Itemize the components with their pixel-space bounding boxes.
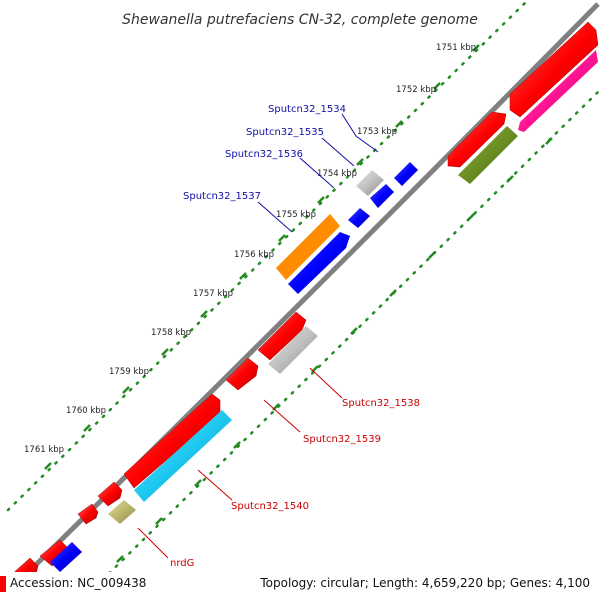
feature-pink[interactable] (518, 50, 598, 132)
ruler-ticks-outer (44, 44, 480, 470)
accession-text: Accession: NC_009438 (10, 576, 146, 590)
gene-label-nrdg[interactable]: nrdG (170, 558, 194, 569)
forward-cds[interactable] (509, 21, 599, 118)
tick-label: 1753 kbp (357, 127, 397, 137)
gene-label-sputcn32-1539[interactable]: Sputcn32_1539 (303, 434, 381, 445)
feature-olive[interactable] (458, 126, 518, 184)
ruler-inner (80, 88, 600, 600)
tick-label: 1758 kbp (151, 328, 191, 338)
forward-cds[interactable] (123, 393, 221, 489)
forward-cds[interactable] (77, 503, 99, 525)
tick-label: 1759 kbp (109, 367, 149, 377)
forward-cds[interactable] (257, 311, 307, 361)
legend-swatch-forward (0, 576, 6, 592)
reverse-cds[interactable] (348, 208, 370, 228)
feature-striped[interactable] (276, 214, 340, 280)
tick-label: 1754 kbp (317, 169, 357, 179)
footer-background (0, 572, 600, 600)
gene-label-sputcn32-1536[interactable]: Sputcn32_1536 (225, 149, 303, 160)
gene-label-sputcn32-1535[interactable]: Sputcn32_1535 (246, 127, 324, 138)
forward-cds[interactable] (97, 481, 123, 507)
tick-label: 1756 kbp (234, 250, 274, 260)
feature-gray[interactable] (356, 170, 384, 196)
reverse-cds[interactable] (394, 162, 418, 186)
tick-label: 1755 kbp (276, 210, 316, 220)
tick-label: 1751 kbp (436, 43, 476, 53)
gene-label-sputcn32-1540[interactable]: Sputcn32_1540 (231, 501, 309, 512)
forward-cds[interactable] (447, 111, 507, 168)
gene-label-sputcn32-1537[interactable]: Sputcn32_1537 (183, 191, 261, 202)
tick-label: 1761 kbp (24, 445, 64, 455)
forward-cds[interactable] (225, 357, 259, 391)
genome-summary-text: Topology: circular; Length: 4,659,220 bp… (259, 576, 590, 590)
callout-lines-blue (257, 113, 379, 233)
tick-label: 1760 kbp (66, 406, 106, 416)
gene-label-sputcn32-1534[interactable]: Sputcn32_1534 (268, 104, 346, 115)
reverse-cds[interactable] (370, 184, 394, 208)
reverse-cds[interactable] (288, 232, 350, 294)
feature-gray[interactable] (268, 326, 318, 374)
reverse-cds[interactable] (50, 542, 82, 572)
feature-khaki[interactable] (108, 500, 136, 524)
callout-lines-red (137, 367, 343, 559)
gene-label-sputcn32-1538[interactable]: Sputcn32_1538 (342, 398, 420, 409)
tick-label: 1757 kbp (193, 289, 233, 299)
tick-label: 1752 kbp (396, 85, 436, 95)
map-title: Shewanella putrefaciens CN-32, complete … (122, 12, 478, 28)
feature-cyan[interactable] (134, 410, 232, 502)
ruler-ticks-inner (116, 137, 553, 563)
ruler-outer (6, 0, 530, 512)
